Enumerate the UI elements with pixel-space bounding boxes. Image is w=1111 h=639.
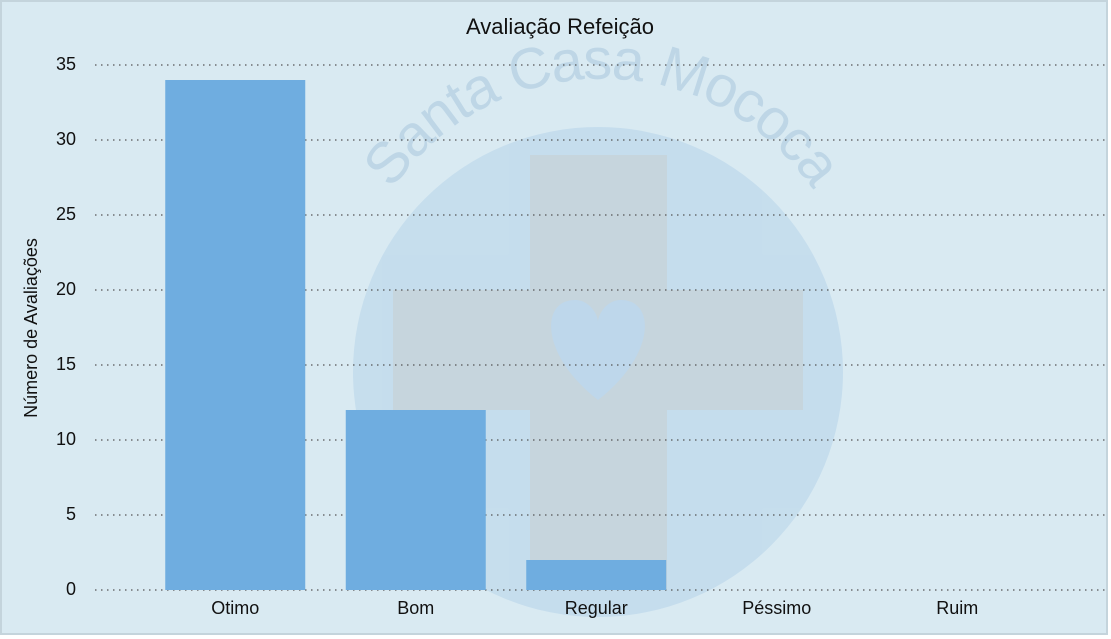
y-tick-label: 20 bbox=[56, 279, 76, 299]
y-tick-label: 15 bbox=[56, 354, 76, 374]
x-tick-label: Ruim bbox=[936, 598, 978, 618]
x-tick-label: Bom bbox=[397, 598, 434, 618]
y-axis-label: Número de Avaliações bbox=[21, 238, 41, 418]
chart-title: Avaliação Refeição bbox=[466, 14, 654, 39]
y-tick-label: 35 bbox=[56, 54, 76, 74]
x-tick-label: Otimo bbox=[211, 598, 259, 618]
bar bbox=[345, 410, 486, 590]
y-tick-label: 30 bbox=[56, 129, 76, 149]
x-tick-label: Regular bbox=[565, 598, 628, 618]
logo-heart bbox=[551, 300, 645, 400]
y-tick-label: 10 bbox=[56, 429, 76, 449]
y-tick-label: 5 bbox=[66, 504, 76, 524]
y-tick-label: 0 bbox=[66, 579, 76, 599]
x-tick-label: Péssimo bbox=[742, 598, 811, 618]
bar bbox=[165, 80, 306, 590]
bar bbox=[526, 560, 667, 590]
y-tick-label: 25 bbox=[56, 204, 76, 224]
